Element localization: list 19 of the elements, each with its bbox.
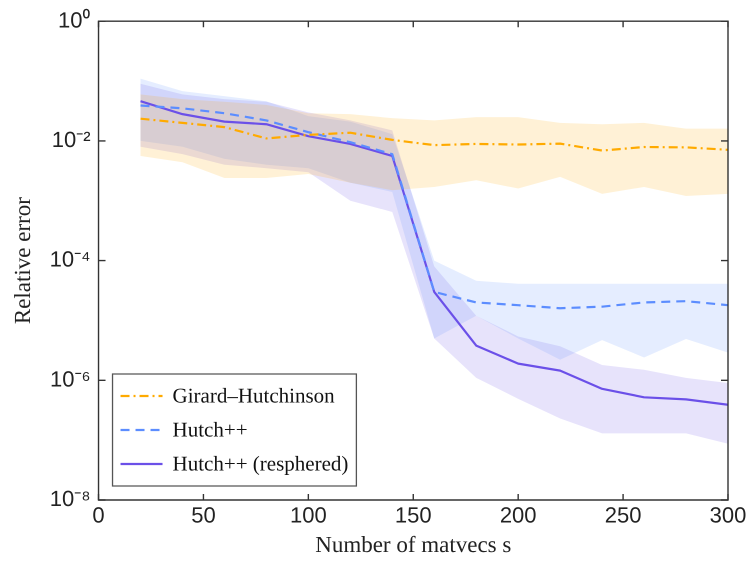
x-tick-label: 0 <box>92 502 105 528</box>
y-tick-label: 10⁻⁶ <box>50 366 91 392</box>
legend-label: Girard–Hutchinson <box>172 384 336 408</box>
y-axis-title: Relative error <box>10 196 35 324</box>
y-tick-label: 10⁰ <box>58 7 91 32</box>
x-tick-label: 100 <box>290 502 327 528</box>
x-tick-label: 150 <box>394 502 432 528</box>
line-series <box>139 104 728 310</box>
x-tick-label: 250 <box>604 502 642 528</box>
x-tick-label: 300 <box>710 502 746 528</box>
x-axis-title: Number of matvecs s <box>315 532 512 558</box>
y-tick-label: 10⁻⁴ <box>50 246 91 272</box>
y-tick-label: 10⁻⁸ <box>50 486 91 512</box>
y-tick-label: 10⁻² <box>52 126 91 152</box>
line-series <box>139 118 728 152</box>
legend-label: Hutch++ (resphered) <box>172 452 348 476</box>
legend-label: Hutch++ <box>172 418 248 442</box>
x-tick-label: 200 <box>500 502 537 528</box>
x-tick-label: 50 <box>191 502 216 528</box>
